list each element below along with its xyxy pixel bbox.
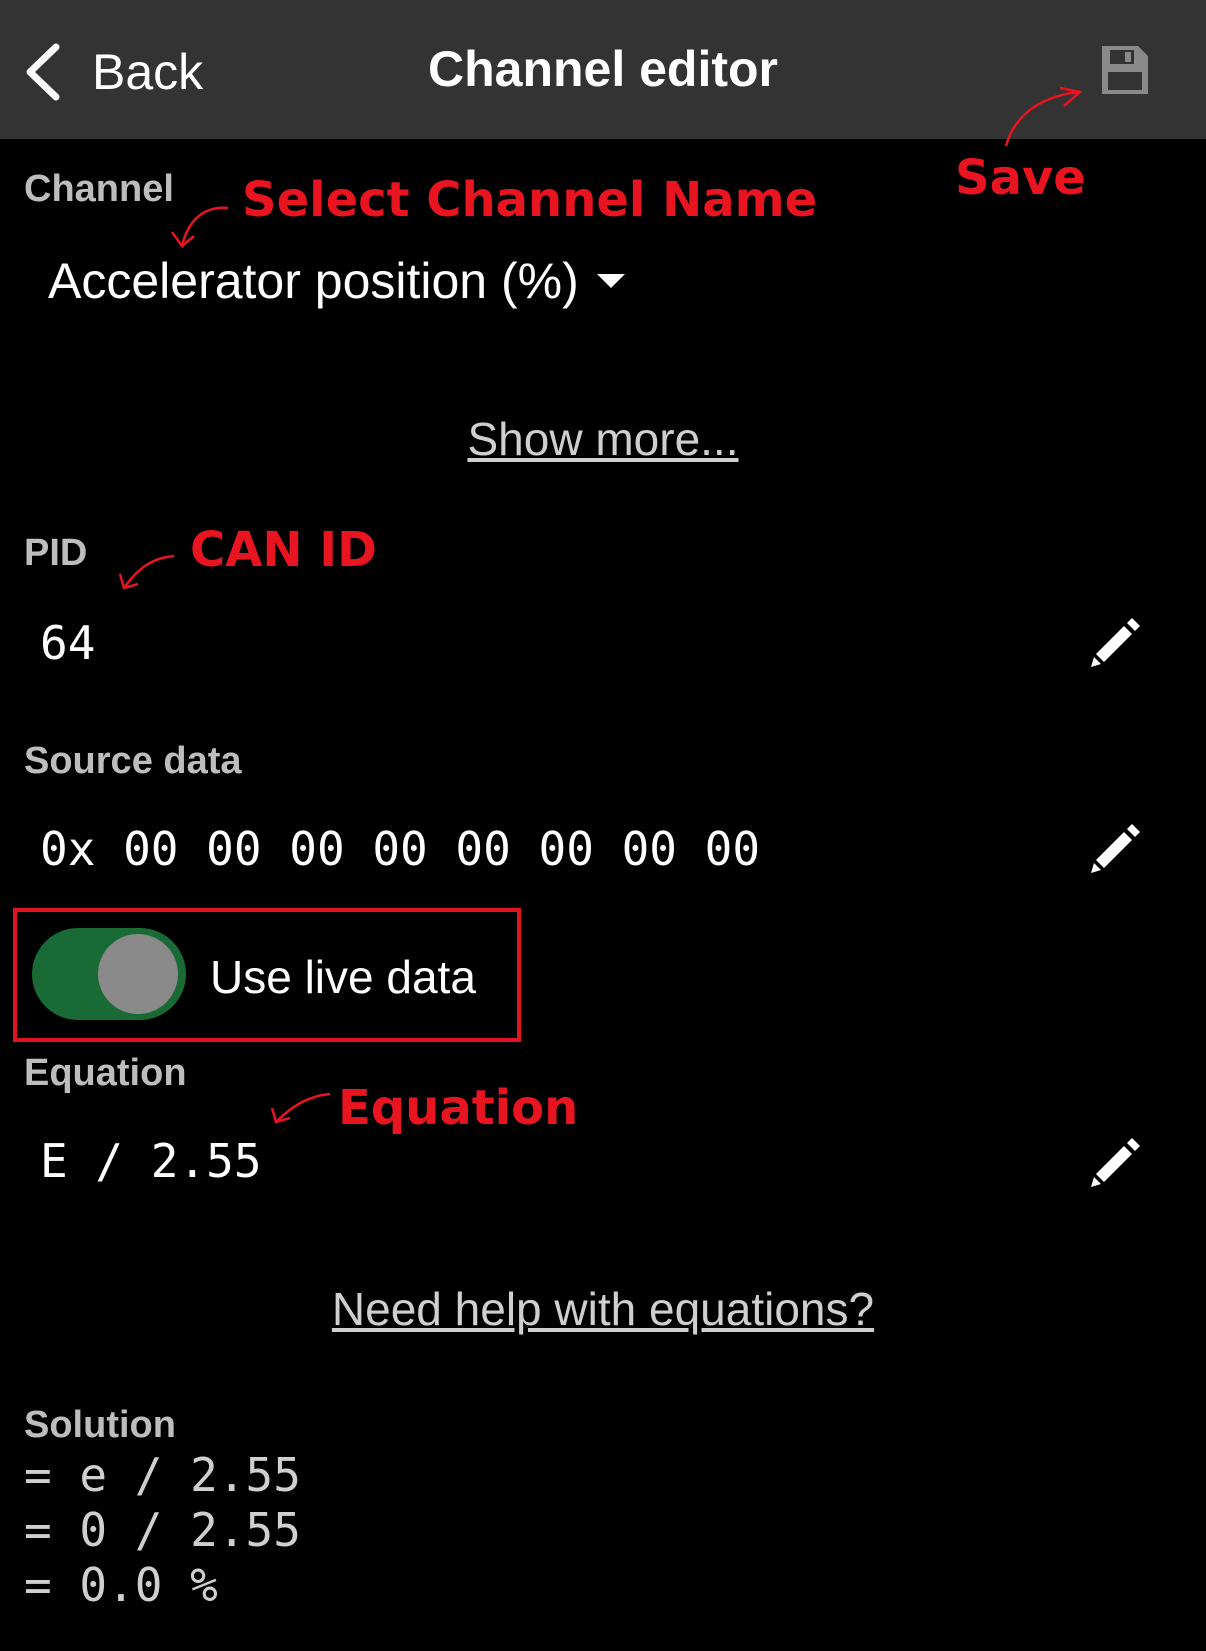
live-data-highlight-box	[13, 908, 521, 1042]
pid-value: 64	[40, 616, 96, 670]
navigation-bar: Back Channel editor	[0, 0, 1206, 139]
live-data-label: Use live data	[210, 951, 476, 1003]
save-icon[interactable]	[1098, 44, 1150, 96]
equation-value: E / 2.55	[40, 1134, 262, 1188]
source-data-label: Source data	[24, 740, 242, 782]
solution-line: = 0.0 %	[24, 1558, 218, 1612]
equation-annotation-arrow	[270, 1092, 331, 1124]
channel-value: Accelerator position (%)	[48, 253, 579, 309]
source-data-value: 0x 00 00 00 00 00 00 00 00	[40, 822, 761, 876]
solution-lines: = e / 2.55 = 0 / 2.55 = 0.0 %	[24, 1448, 301, 1613]
caret-down-icon	[596, 274, 625, 288]
pid-annotation-arrow	[118, 554, 175, 590]
chevron-left-icon	[26, 43, 60, 101]
edit-source-data-pencil-icon[interactable]	[1088, 820, 1144, 876]
equation-label: Equation	[24, 1052, 187, 1094]
pid-label: PID	[24, 532, 88, 574]
show-more-link[interactable]: Show more...	[467, 413, 739, 465]
channel-label: Channel	[24, 168, 174, 210]
equation-annotation: Equation	[338, 1080, 579, 1136]
save-annotation-arrow	[1004, 86, 1083, 147]
edit-pid-pencil-icon[interactable]	[1088, 614, 1144, 670]
solution-line: = 0 / 2.55	[24, 1503, 301, 1557]
channel-annotation-arrow	[170, 206, 229, 248]
select-channel-annotation: Select Channel Name	[242, 172, 818, 228]
solution-label: Solution	[24, 1404, 176, 1446]
back-label: Back	[92, 44, 204, 100]
back-button[interactable]: Back	[22, 34, 203, 110]
toggle-knob	[98, 934, 178, 1014]
can-id-annotation: CAN ID	[190, 522, 377, 578]
solution-line: = e / 2.55	[24, 1448, 301, 1502]
save-annotation: Save	[955, 150, 1086, 206]
live-data-toggle[interactable]	[32, 928, 186, 1020]
channel-dropdown[interactable]: Accelerator position (%)	[48, 248, 625, 314]
equation-help-link[interactable]: Need help with equations?	[331, 1283, 875, 1335]
edit-equation-pencil-icon[interactable]	[1088, 1134, 1144, 1190]
